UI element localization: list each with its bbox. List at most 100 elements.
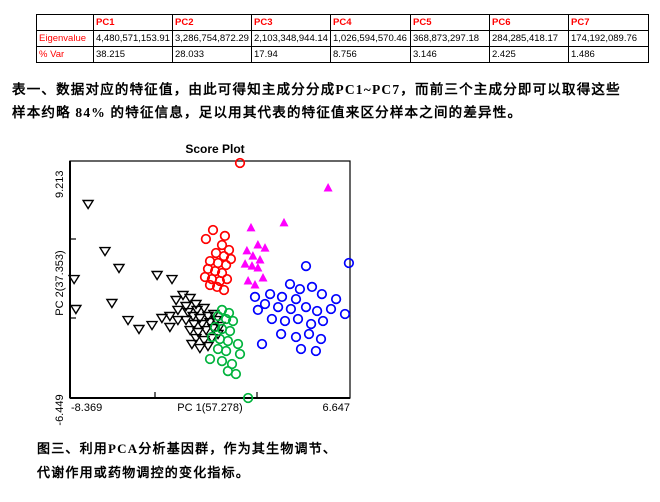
black-open-triangles-point	[67, 274, 81, 285]
red-open-circles-point	[199, 271, 211, 283]
blue-open-circles-point	[266, 313, 278, 325]
eigenvalue-table-container: PC1 PC2 PC3 PC4 PC5 PC6 PC7 Eigenvalue 4…	[36, 14, 649, 63]
blue-open-circles-point	[315, 333, 327, 345]
blue-open-circles-point	[252, 304, 264, 316]
col-header-pc2: PC2	[172, 14, 252, 31]
black-open-triangles-point	[183, 325, 197, 336]
scatter-markers	[67, 157, 355, 404]
col-header-pc7: PC7	[568, 14, 649, 31]
red-open-circles-point	[234, 157, 246, 169]
blue-open-circles-point	[305, 318, 317, 330]
eigenvalue-pc5: 368,873,297.18	[410, 30, 490, 47]
eigenvalue-pc4: 1,026,594,570.46	[330, 30, 411, 47]
black-open-triangles-point	[193, 313, 207, 324]
y-axis-label: PC 2(37.353)	[54, 250, 66, 315]
black-open-triangles-point	[163, 322, 177, 333]
magenta-filled-triangles-point	[240, 259, 250, 268]
eigenvalue-pc3: 2,103,348,944.14	[251, 30, 331, 47]
pct-var-pc2: 28.033	[172, 46, 252, 63]
black-open-triangles-point	[112, 263, 126, 274]
black-open-triangles-point	[199, 325, 213, 336]
green-open-circles-point	[242, 392, 254, 404]
green-open-circles-point	[230, 368, 242, 380]
red-open-circles-point	[207, 224, 219, 236]
y-min-tick-label: -6.449	[54, 394, 66, 425]
black-open-triangles-point	[197, 335, 211, 346]
pct-var-pc6: 2.425	[489, 46, 569, 63]
black-open-triangles-point	[169, 295, 183, 306]
green-open-circles-point	[234, 348, 246, 360]
eigenvalue-table: PC1 PC2 PC3 PC4 PC5 PC6 PC7 Eigenvalue 4…	[36, 14, 649, 63]
pct-var-pc1: 38.215	[93, 46, 173, 63]
blue-open-circles-point	[294, 283, 306, 295]
blue-open-circles-point	[325, 303, 337, 315]
table-description-paragraph: 表一、数据对应的特征值，由此可得知主成分分成PC1~PC7，而前三个主成分即可以…	[12, 78, 654, 124]
blue-open-circles-point	[310, 345, 322, 357]
x-min-tick-label: -8.369	[71, 402, 102, 414]
magenta-filled-triangles-point	[323, 183, 333, 192]
blue-open-circles-point	[275, 328, 287, 340]
green-open-circles-point	[223, 307, 235, 319]
black-open-triangles-point	[121, 315, 135, 326]
figure-caption: 图三、利用PCA分析基因群，作为其生物调节、 代谢作用或药物调控的变化指标。	[37, 437, 437, 485]
blue-open-circles-point	[316, 288, 328, 300]
blue-open-circles-point	[259, 298, 271, 310]
magenta-filled-triangles-point	[253, 263, 263, 272]
black-open-triangles-point	[193, 343, 207, 354]
red-open-circles-point	[214, 275, 226, 287]
black-open-triangles-point	[155, 313, 169, 324]
green-open-circles-point	[209, 321, 221, 333]
black-open-triangles-point	[189, 333, 203, 344]
green-open-circles-point	[220, 345, 232, 357]
green-open-circles-point	[212, 343, 224, 355]
black-open-triangles-point	[132, 324, 146, 335]
plot-title: Score Plot	[185, 142, 244, 156]
eigenvalue-pc6: 284,285,418.17	[489, 30, 569, 47]
col-header-pc4: PC4	[330, 14, 411, 31]
green-open-circles-point	[232, 338, 244, 350]
blue-open-circles-point	[330, 293, 342, 305]
pct-var-pc3: 17.94	[251, 46, 331, 63]
blue-open-circles-point	[272, 301, 284, 313]
black-open-triangles-point	[165, 274, 179, 285]
row-label-eigenvalue: Eigenvalue	[36, 30, 94, 47]
black-open-triangles-point	[171, 315, 185, 326]
table-row-eigenvalue: Eigenvalue 4,480,571,153.91 3,286,754,87…	[36, 30, 649, 47]
blue-open-circles-point	[343, 257, 355, 269]
black-open-triangles-point	[201, 341, 215, 352]
magenta-filled-triangles-point	[247, 261, 257, 270]
eigenvalue-pc2: 3,286,754,872.29	[172, 30, 252, 47]
caption-line-1: 图三、利用PCA分析基因群，作为其生物调节、	[37, 441, 338, 456]
y-max-tick-label: 9.213	[54, 170, 66, 198]
black-open-triangles-point	[205, 333, 219, 344]
red-open-circles-point	[221, 273, 233, 285]
black-open-triangles-point	[150, 270, 164, 281]
blue-open-circles-point	[292, 313, 304, 325]
col-header-pc1: PC1	[93, 14, 173, 31]
row-label-pct-var: % Var	[36, 46, 94, 63]
table-row-pct-var: % Var 38.215 28.033 17.94 8.756 3.146 2.…	[36, 46, 649, 63]
black-open-triangles-point	[81, 199, 95, 210]
blue-open-circles-point	[290, 331, 302, 343]
black-open-triangles-point	[105, 298, 119, 309]
red-open-circles-point	[216, 239, 228, 251]
black-open-triangles-point	[171, 305, 185, 316]
table-corner-cell	[36, 14, 94, 31]
black-open-triangles-point	[190, 305, 204, 316]
black-open-triangles-point	[183, 293, 197, 304]
blue-open-circles-point	[311, 305, 323, 317]
magenta-filled-triangles-point	[258, 273, 268, 282]
magenta-filled-triangles-point	[243, 276, 253, 285]
blue-open-circles-point	[290, 293, 302, 305]
blue-open-circles-point	[300, 301, 312, 313]
magenta-filled-triangles-point	[279, 217, 289, 227]
blue-open-circles-point	[306, 281, 318, 293]
green-open-circles-point	[204, 353, 216, 365]
magenta-filled-triangles-point	[248, 251, 258, 260]
red-open-circles-point	[220, 259, 232, 271]
blue-open-circles-point	[264, 288, 276, 300]
green-open-circles-point	[216, 355, 228, 367]
black-open-triangles-point	[195, 319, 209, 330]
green-open-circles-point	[227, 315, 239, 327]
paragraph-line-1: 表一、数据对应的特征值，由此可得知主成分分成PC1~PC7，而前三个主成分即可以…	[12, 82, 621, 97]
